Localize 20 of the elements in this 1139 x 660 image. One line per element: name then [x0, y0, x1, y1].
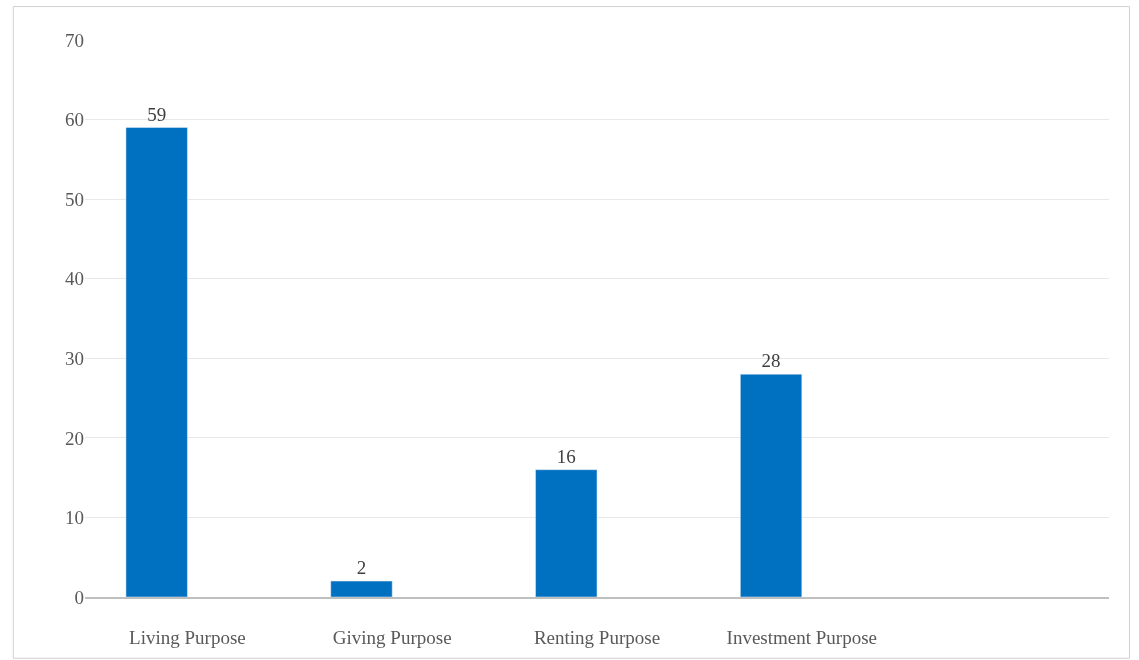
y-tick-label: 40 — [65, 268, 84, 290]
y-tick-label: 0 — [74, 586, 84, 608]
x-tick-label: Giving Purpose — [332, 626, 452, 648]
data-label: 28 — [761, 350, 781, 372]
y-tick-label: 10 — [65, 507, 84, 529]
bar — [125, 127, 188, 597]
x-tick-label: Investment Purpose — [726, 626, 877, 648]
x-tick-label: Living Purpose — [129, 626, 246, 648]
bar — [740, 373, 803, 597]
y-tick-label: 20 — [65, 427, 84, 449]
data-label: 16 — [556, 445, 576, 467]
bar — [330, 580, 393, 597]
data-label: 2 — [356, 557, 367, 579]
y-tick-label: 50 — [65, 188, 84, 210]
x-tick-label: Renting Purpose — [533, 626, 661, 648]
data-label: 59 — [147, 103, 167, 125]
y-tick-label: 60 — [65, 109, 84, 131]
bar — [535, 469, 598, 597]
y-tick-label: 30 — [65, 347, 84, 369]
y-tick-label: 70 — [65, 29, 84, 51]
